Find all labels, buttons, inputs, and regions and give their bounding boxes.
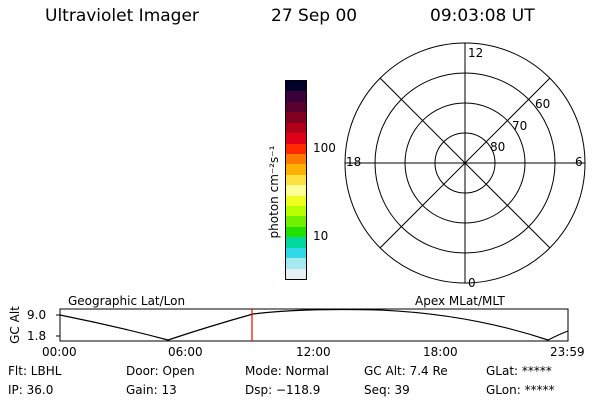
colorbar-segment (286, 101, 306, 113)
time-label: 09:03:08 UT (430, 6, 535, 26)
date-label: 27 Sep 00 (271, 6, 358, 26)
gc-alt-axis-label: GC Alt (8, 306, 22, 344)
colorbar-segment (286, 206, 306, 217)
colorbar-segment (286, 185, 306, 196)
lat-label-60: 60 (535, 97, 551, 111)
instrument-title: Ultraviolet Imager (45, 6, 199, 26)
geographic-latlon-title: Geographic Lat/Lon (68, 294, 186, 308)
colorbar-tick-100: 100 (313, 141, 336, 155)
ytick-1-8: 1.8 (27, 329, 47, 343)
xtick-0000: 00:00 (42, 345, 77, 359)
colorbar-segment (286, 164, 306, 175)
colorbar-segment (286, 247, 306, 259)
gc-altitude-curve (59, 308, 569, 341)
status-gain: Gain: 13 (126, 383, 177, 397)
colorbar-segment (286, 216, 306, 227)
lat-label-70: 70 (512, 119, 528, 133)
status-glon: GLon: ***** (486, 383, 555, 397)
colorbar-segment (286, 174, 306, 186)
colorbar-tick-10: 10 (313, 229, 329, 243)
xtick-1800: 18:00 (423, 345, 458, 359)
color-scale-bar (285, 80, 307, 280)
mlt-label-12: 12 (468, 46, 484, 60)
xtick-2359: 23:59 (550, 345, 585, 359)
colorbar-segment (286, 81, 306, 92)
xtick-0600: 06:00 (168, 345, 203, 359)
colorbar-segment (286, 258, 306, 269)
colorbar-segment (286, 268, 306, 280)
apex-mlat-mlt-title: Apex MLat/MLT (415, 294, 505, 308)
status-gc-alt: GC Alt: 7.4 Re (364, 364, 448, 378)
colorbar-segment (286, 195, 306, 207)
polar-grid (344, 42, 586, 284)
status-door: Door: Open (126, 364, 195, 378)
xtick-1200: 12:00 (296, 345, 331, 359)
colorbar-segment (286, 133, 306, 144)
colorbar-segment (286, 143, 306, 154)
status-dsp: Dsp: −118.9 (245, 383, 321, 397)
mlt-label-6: 6 (575, 155, 583, 169)
ytick-9: 9.0 (27, 308, 47, 322)
status-mode: Mode: Normal (245, 364, 329, 378)
colorbar-segment (286, 226, 306, 238)
status-filter: Flt: LBHL (8, 364, 62, 378)
colorbar-segment (286, 122, 306, 134)
colorbar-segment (286, 112, 306, 123)
polar-line-diag2 (379, 77, 551, 249)
status-glat: GLat: ***** (486, 364, 552, 378)
timeline-frame (59, 308, 569, 342)
mlt-label-18: 18 (346, 155, 362, 169)
colorbar-segment (286, 237, 306, 248)
colorbar-segment (286, 91, 306, 102)
status-ip: IP: 36.0 (8, 383, 54, 397)
mlt-label-0: 0 (468, 276, 476, 290)
colorbar-segment (286, 153, 306, 165)
lat-label-80: 80 (490, 140, 506, 154)
status-seq: Seq: 39 (364, 383, 410, 397)
